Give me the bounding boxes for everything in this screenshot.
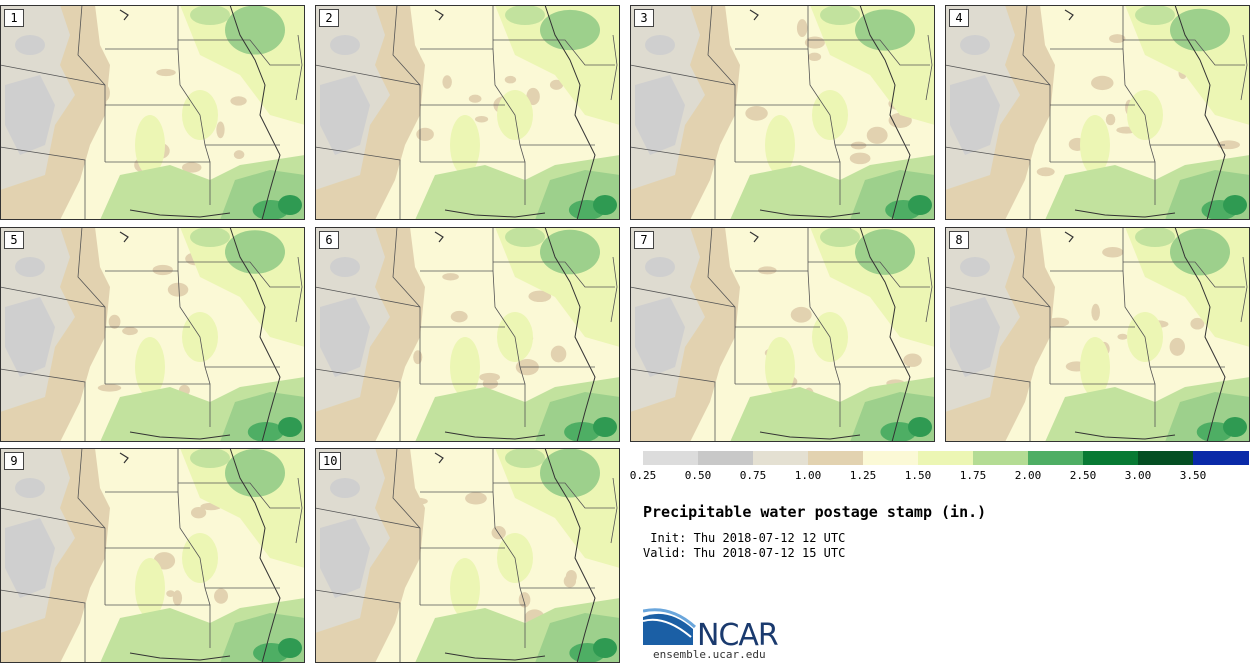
valid-label: Valid: — [643, 546, 687, 560]
member-number: 10 — [319, 452, 342, 470]
colorbar-segment — [863, 451, 919, 465]
member-number: 8 — [949, 231, 969, 249]
precipitable-water-map — [315, 448, 620, 663]
member-number: 2 — [319, 9, 339, 27]
member-number: 6 — [319, 231, 339, 249]
member-number: 3 — [634, 9, 654, 27]
colorbar-tick-label: 1.75 — [959, 469, 987, 482]
precipitable-water-map — [945, 5, 1250, 220]
valid-time: Valid: Thu 2018-07-12 15 UTC — [643, 546, 845, 560]
ensemble-member-panel: 4 — [945, 5, 1250, 220]
ensemble-member-panel: 3 — [630, 5, 935, 220]
colorbar-tick-label: 0.50 — [684, 469, 712, 482]
ensemble-member-panel: 8 — [945, 227, 1250, 442]
plot-title: Precipitable water postage stamp (in.) — [643, 503, 987, 521]
colorbar-segment — [1083, 451, 1139, 465]
colorbar-tick-label: 3.00 — [1124, 469, 1152, 482]
precipitable-water-map — [315, 5, 620, 220]
colorbar-segment — [973, 451, 1029, 465]
colorbar — [643, 451, 1249, 465]
colorbar-tick-label: 0.25 — [629, 469, 657, 482]
colorbar-tick-label: 1.00 — [794, 469, 822, 482]
precipitable-water-map — [945, 227, 1250, 442]
valid-value: Thu 2018-07-12 15 UTC — [693, 546, 846, 560]
member-number: 1 — [4, 9, 24, 27]
init-value: Thu 2018-07-12 12 UTC — [693, 531, 846, 545]
colorbar-tick-label: 3.50 — [1179, 469, 1207, 482]
colorbar-segment — [1193, 451, 1249, 465]
colorbar-tick-label: 1.50 — [904, 469, 932, 482]
colorbar-segment — [808, 451, 864, 465]
colorbar-tick-label: 2.00 — [1014, 469, 1042, 482]
ensemble-member-panel: 2 — [315, 5, 620, 220]
colorbar-tick-label: 1.25 — [849, 469, 877, 482]
precipitable-water-map — [630, 227, 935, 442]
colorbar-segment — [643, 451, 699, 465]
ensemble-member-panel: 5 — [0, 227, 305, 442]
init-label: Init: — [643, 531, 687, 545]
member-number: 4 — [949, 9, 969, 27]
ensemble-member-panel: 1 — [0, 5, 305, 220]
colorbar-tick-label: 0.75 — [739, 469, 767, 482]
precipitable-water-map — [0, 5, 305, 220]
colorbar-segment — [698, 451, 754, 465]
precipitable-water-map — [315, 227, 620, 442]
ncar-logo-icon — [643, 608, 697, 645]
site-url: ensemble.ucar.edu — [653, 648, 766, 661]
ensemble-member-panel: 6 — [315, 227, 620, 442]
colorbar-tick-label: 2.50 — [1069, 469, 1097, 482]
member-number: 9 — [4, 452, 24, 470]
precipitable-water-map — [0, 448, 305, 663]
colorbar-segment — [918, 451, 974, 465]
member-number: 5 — [4, 231, 24, 249]
colorbar-segment — [1028, 451, 1084, 465]
precipitable-water-map — [630, 5, 935, 220]
ensemble-member-panel: 10 — [315, 448, 620, 663]
precipitable-water-map — [0, 227, 305, 442]
ncar-logo-text: NCAR — [697, 618, 779, 653]
colorbar-segment — [753, 451, 809, 465]
colorbar-segment — [1138, 451, 1194, 465]
init-time: Init: Thu 2018-07-12 12 UTC — [643, 531, 845, 545]
member-number: 7 — [634, 231, 654, 249]
ensemble-member-panel: 9 — [0, 448, 305, 663]
ensemble-member-panel: 7 — [630, 227, 935, 442]
